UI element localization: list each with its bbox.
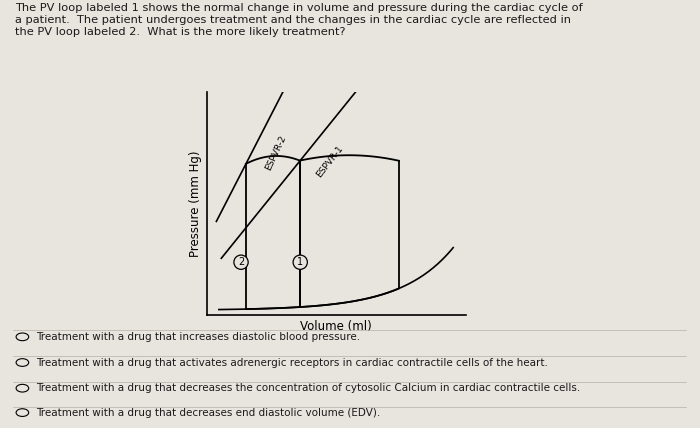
Text: The PV loop labeled 1 shows the normal change in volume and pressure during the : The PV loop labeled 1 shows the normal c… [15, 3, 583, 37]
Text: Treatment with a drug that increases diastolic blood pressure.: Treatment with a drug that increases dia… [36, 332, 360, 342]
Text: Treatment with a drug that decreases the concentration of cytosolic Calcium in c: Treatment with a drug that decreases the… [36, 383, 581, 393]
Y-axis label: Pressure (mm Hg): Pressure (mm Hg) [189, 150, 202, 256]
X-axis label: Volume (ml): Volume (ml) [300, 320, 372, 333]
Text: 1: 1 [298, 257, 303, 267]
Text: Treatment with a drug that activates adrenergic receptors in cardiac contractile: Treatment with a drug that activates adr… [36, 357, 548, 368]
Text: ESPVR-2: ESPVR-2 [263, 134, 288, 172]
Text: ESPVR-1: ESPVR-1 [315, 144, 345, 179]
Text: Treatment with a drug that decreases end diastolic volume (EDV).: Treatment with a drug that decreases end… [36, 407, 381, 418]
Text: 2: 2 [238, 257, 244, 267]
